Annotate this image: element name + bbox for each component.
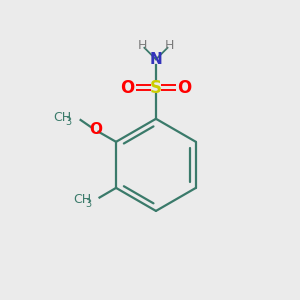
Text: CH: CH: [54, 111, 72, 124]
Text: CH: CH: [73, 193, 91, 206]
Text: N: N: [150, 52, 162, 67]
Text: S: S: [150, 79, 162, 97]
Text: H: H: [165, 39, 175, 52]
Text: H: H: [137, 39, 147, 52]
Text: 3: 3: [66, 117, 72, 128]
Text: O: O: [177, 79, 191, 97]
Text: O: O: [89, 122, 102, 137]
Text: 3: 3: [85, 199, 91, 209]
Text: O: O: [121, 79, 135, 97]
